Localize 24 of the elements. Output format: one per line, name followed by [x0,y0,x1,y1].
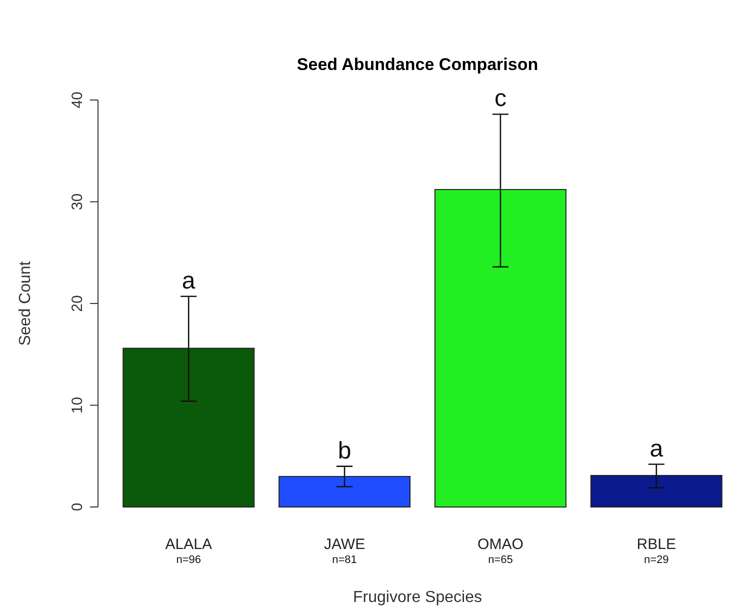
text: n=65 [488,554,513,566]
annotation: a [182,267,196,294]
bar [122,348,255,508]
text: n=81 [332,554,357,566]
annotation: b [338,437,352,464]
x-tick-label: ALALA [165,536,212,553]
x-tick-label: RBLE [636,536,676,553]
x-tick-label: OMAO [478,536,524,553]
text: n=29 [644,554,669,566]
y-tick-label: 20 [69,295,86,312]
bar [434,189,566,508]
annotation: a [650,435,664,462]
bar [590,474,722,508]
y-tick-label: 40 [69,92,86,108]
y-tick-label: 10 [69,396,86,414]
annotation: c [494,85,506,112]
y-tick-label: 0 [69,502,86,512]
bar [278,476,411,508]
y-tick-label: 30 [69,193,86,210]
text: n=96 [176,554,201,566]
chart-title: Seed Abundance Comparison [296,55,538,74]
y-axis-title: Seed Count [17,260,34,346]
x-tick-label: JAWE [324,536,366,553]
x-axis-title: Frugivore Species [353,589,482,606]
